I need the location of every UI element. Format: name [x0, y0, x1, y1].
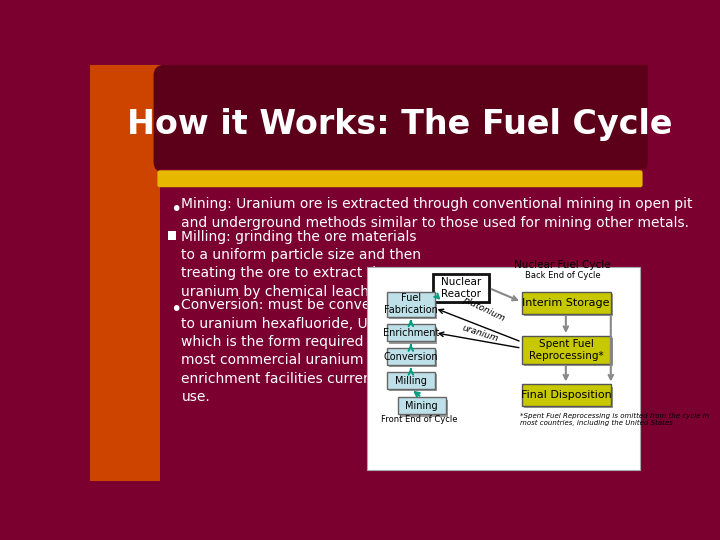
- Text: uranium: uranium: [461, 324, 499, 344]
- Text: Fuel
Fabrication: Fuel Fabrication: [384, 293, 438, 315]
- FancyBboxPatch shape: [90, 65, 160, 481]
- FancyBboxPatch shape: [433, 274, 489, 302]
- Polygon shape: [90, 65, 648, 142]
- FancyBboxPatch shape: [90, 65, 214, 107]
- FancyBboxPatch shape: [389, 294, 437, 319]
- FancyBboxPatch shape: [387, 348, 435, 365]
- FancyBboxPatch shape: [90, 65, 648, 146]
- FancyBboxPatch shape: [245, 65, 648, 126]
- FancyBboxPatch shape: [158, 170, 642, 187]
- FancyBboxPatch shape: [389, 374, 437, 392]
- FancyBboxPatch shape: [389, 327, 437, 343]
- Text: Mining: Mining: [405, 401, 438, 411]
- Text: Milling: Milling: [395, 375, 427, 386]
- FancyBboxPatch shape: [160, 168, 648, 481]
- FancyBboxPatch shape: [436, 276, 492, 304]
- FancyBboxPatch shape: [160, 165, 648, 481]
- FancyBboxPatch shape: [387, 292, 435, 316]
- Text: Back End of Cycle: Back End of Cycle: [525, 272, 600, 280]
- Text: *Spent Fuel Reprocessing is omitted from the cycle in
most countries, including : *Spent Fuel Reprocessing is omitted from…: [520, 413, 709, 426]
- FancyBboxPatch shape: [389, 350, 437, 367]
- Text: •: •: [170, 300, 181, 319]
- Text: Interim Storage: Interim Storage: [523, 298, 610, 308]
- Text: How it Works: The Fuel Cycle: How it Works: The Fuel Cycle: [127, 109, 672, 141]
- FancyBboxPatch shape: [153, 65, 648, 173]
- FancyBboxPatch shape: [524, 338, 613, 366]
- FancyBboxPatch shape: [90, 65, 648, 481]
- FancyBboxPatch shape: [524, 294, 613, 316]
- Text: Nuclear
Reactor: Nuclear Reactor: [441, 278, 482, 299]
- Text: Spent Fuel
Reprocessing*: Spent Fuel Reprocessing*: [529, 339, 603, 361]
- Text: Front End of Cycle: Front End of Cycle: [381, 415, 457, 424]
- Text: plutonium: plutonium: [462, 295, 506, 323]
- FancyBboxPatch shape: [90, 65, 326, 142]
- FancyBboxPatch shape: [168, 231, 176, 240]
- FancyBboxPatch shape: [400, 400, 448, 417]
- Text: Nuclear Fuel Cycle: Nuclear Fuel Cycle: [514, 260, 611, 271]
- FancyBboxPatch shape: [90, 65, 648, 481]
- Text: •: •: [170, 200, 181, 219]
- FancyBboxPatch shape: [522, 336, 611, 363]
- FancyBboxPatch shape: [387, 325, 435, 341]
- Text: Mining: Uranium ore is extracted through conventional mining in open pit
and und: Mining: Uranium ore is extracted through…: [181, 197, 693, 230]
- Text: Milling: grinding the ore materials
to a uniform particle size and then
treating: Milling: grinding the ore materials to a…: [181, 230, 421, 299]
- FancyBboxPatch shape: [367, 267, 640, 470]
- FancyBboxPatch shape: [387, 372, 435, 389]
- FancyBboxPatch shape: [397, 397, 446, 414]
- FancyBboxPatch shape: [524, 387, 613, 408]
- FancyBboxPatch shape: [522, 292, 611, 314]
- Text: Final Disposition: Final Disposition: [521, 390, 611, 400]
- Text: Conversion: Conversion: [384, 352, 438, 362]
- Text: Conversion: must be converted
to uranium hexafluoride, UF6,
which is the form re: Conversion: must be converted to uranium…: [181, 298, 407, 404]
- FancyBboxPatch shape: [90, 146, 160, 481]
- FancyBboxPatch shape: [148, 65, 648, 168]
- FancyBboxPatch shape: [522, 384, 611, 406]
- FancyBboxPatch shape: [90, 65, 648, 481]
- Text: Enrichment: Enrichment: [382, 328, 439, 338]
